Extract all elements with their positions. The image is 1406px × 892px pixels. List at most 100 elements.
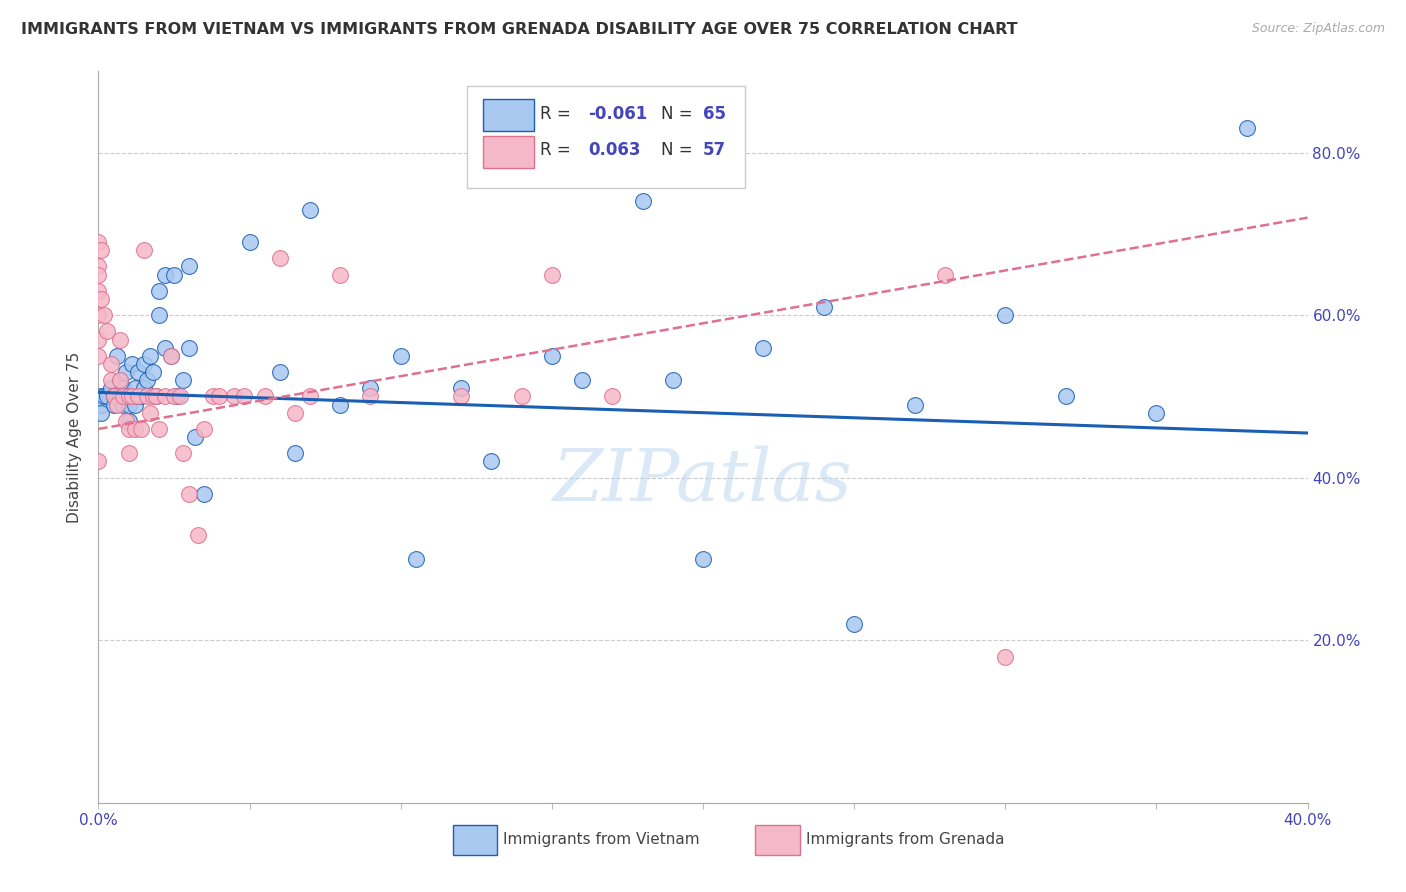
Point	[139, 406, 162, 420]
Point	[124, 381, 146, 395]
Point	[127, 365, 149, 379]
Point	[510, 389, 533, 403]
Point	[172, 446, 194, 460]
Point	[153, 389, 176, 403]
Point	[142, 389, 165, 403]
Point	[100, 373, 122, 387]
Point	[127, 389, 149, 403]
Text: N =: N =	[661, 104, 697, 123]
FancyBboxPatch shape	[755, 825, 800, 855]
Point	[179, 487, 201, 501]
Point	[284, 406, 307, 420]
Point	[90, 243, 112, 257]
Text: R =: R =	[540, 141, 581, 160]
Point	[93, 308, 115, 322]
Point	[752, 341, 775, 355]
Point	[934, 268, 956, 282]
Point	[100, 381, 122, 395]
Point	[193, 422, 215, 436]
Point	[163, 389, 186, 403]
Point	[145, 389, 167, 403]
Point	[90, 406, 112, 420]
Point	[105, 349, 128, 363]
Point	[329, 268, 352, 282]
Point	[96, 325, 118, 339]
Point	[135, 389, 157, 403]
Point	[114, 414, 136, 428]
Point	[118, 422, 141, 436]
Point	[202, 389, 225, 403]
Point	[329, 398, 352, 412]
Point	[121, 389, 143, 403]
Point	[269, 365, 291, 379]
Point	[90, 389, 112, 403]
Point	[111, 389, 134, 403]
Point	[132, 357, 155, 371]
Point	[631, 194, 654, 209]
Text: R =: R =	[540, 104, 576, 123]
Text: N =: N =	[661, 141, 697, 160]
Point	[142, 365, 165, 379]
Point	[103, 389, 125, 403]
Text: Immigrants from Grenada: Immigrants from Grenada	[806, 832, 1004, 847]
Point	[103, 389, 125, 403]
Point	[169, 389, 191, 403]
FancyBboxPatch shape	[467, 86, 745, 188]
Point	[118, 414, 141, 428]
Point	[450, 389, 472, 403]
Point	[1236, 121, 1258, 136]
Point	[208, 389, 231, 403]
Point	[114, 365, 136, 379]
Point	[127, 389, 149, 403]
Point	[360, 389, 382, 403]
Point	[148, 422, 170, 436]
Point	[540, 349, 562, 363]
Point	[93, 389, 115, 403]
Point	[118, 389, 141, 403]
Point	[994, 308, 1017, 322]
Point	[153, 268, 176, 282]
Point	[108, 333, 131, 347]
Point	[105, 398, 128, 412]
Point	[232, 389, 254, 403]
Point	[90, 398, 112, 412]
Point	[132, 243, 155, 257]
FancyBboxPatch shape	[453, 825, 498, 855]
Text: -0.061: -0.061	[588, 104, 647, 123]
Point	[571, 373, 593, 387]
Y-axis label: Disability Age Over 75: Disability Age Over 75	[67, 351, 83, 523]
Point	[129, 389, 152, 403]
Point	[87, 333, 110, 347]
FancyBboxPatch shape	[482, 136, 534, 168]
Point	[813, 300, 835, 314]
Point	[132, 381, 155, 395]
Point	[179, 341, 201, 355]
Point	[239, 235, 262, 249]
Point	[904, 398, 927, 412]
Point	[172, 373, 194, 387]
Point	[844, 617, 866, 632]
Point	[187, 527, 209, 541]
Point	[108, 373, 131, 387]
Point	[87, 454, 110, 468]
Point	[87, 235, 110, 249]
Point	[121, 357, 143, 371]
Point	[153, 341, 176, 355]
Point	[111, 381, 134, 395]
Point	[602, 389, 624, 403]
Point	[405, 552, 427, 566]
Point	[160, 349, 183, 363]
Point	[1054, 389, 1077, 403]
Point	[90, 292, 112, 306]
Point	[87, 308, 110, 322]
Point	[160, 349, 183, 363]
Text: IMMIGRANTS FROM VIETNAM VS IMMIGRANTS FROM GRENADA DISABILITY AGE OVER 75 CORREL: IMMIGRANTS FROM VIETNAM VS IMMIGRANTS FR…	[21, 22, 1018, 37]
Point	[692, 552, 714, 566]
Text: Source: ZipAtlas.com: Source: ZipAtlas.com	[1251, 22, 1385, 36]
Point	[87, 349, 110, 363]
Point	[114, 389, 136, 403]
Point	[118, 446, 141, 460]
Point	[96, 389, 118, 403]
Point	[124, 398, 146, 412]
Point	[360, 381, 382, 395]
